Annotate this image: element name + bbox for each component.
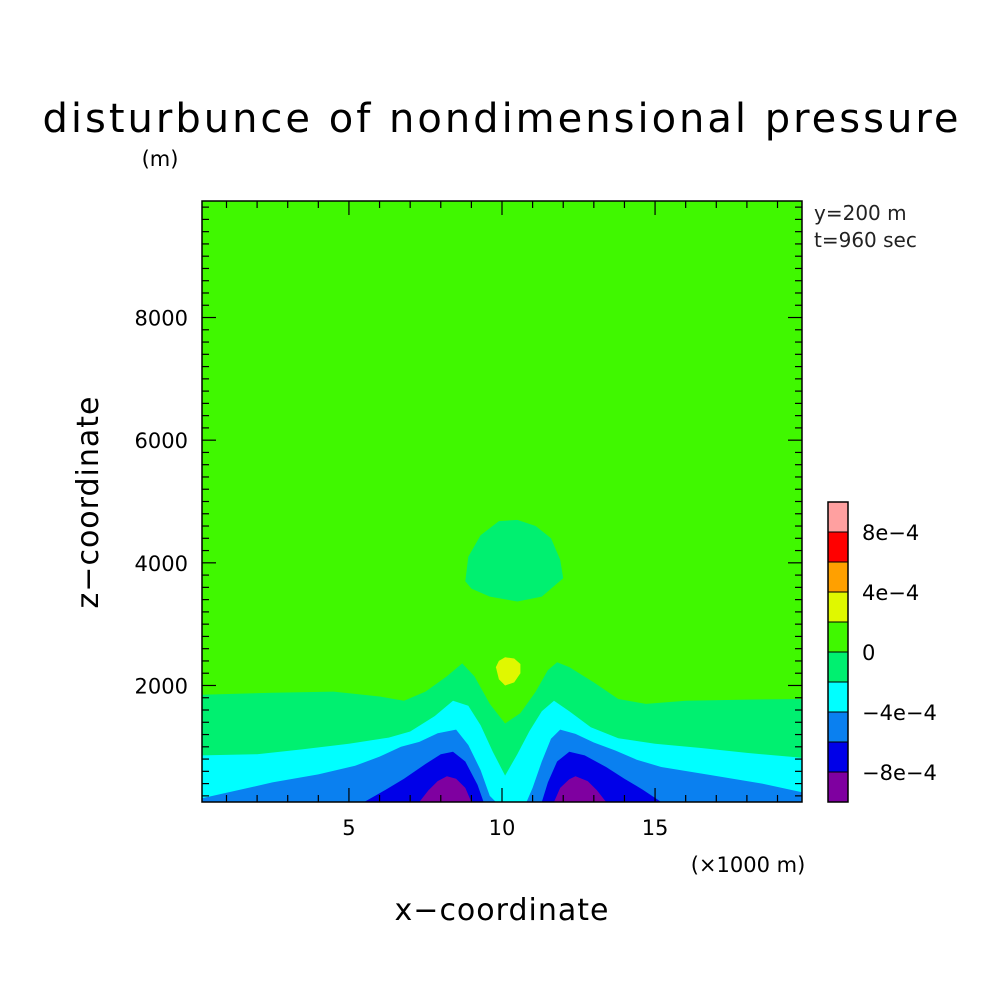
colorbar-tick-label: 4e−4 [862, 581, 919, 605]
y-tick-label: 4000 [135, 552, 188, 576]
x-axis-label: x−coordinate [395, 893, 610, 928]
y-axis-label: z−coordinate [71, 396, 106, 609]
colorbar-swatch [827, 681, 849, 713]
colorbar-swatch [827, 621, 849, 653]
annotation-time: t=960 sec [814, 228, 917, 252]
colorbar: −8e−4 −4e−4 0 4e−4 8e−4 [827, 501, 937, 803]
y-tick-label: 8000 [135, 307, 188, 331]
colorbar-swatch [827, 561, 849, 593]
colorbar-tick-label: −8e−4 [862, 761, 937, 785]
plot-axes: 5 10 15 2000 4000 6000 8000 [135, 200, 803, 840]
contour-region-band-minus4e-4-to-minus2e-4 [202, 729, 802, 802]
colorbar-swatch [827, 501, 849, 533]
chart-title: disturbunce of nondimensional pressure [43, 96, 962, 142]
annotation-y-position: y=200 m [814, 201, 907, 225]
colorbar-frame [827, 501, 849, 803]
x-tick-label: 10 [489, 816, 516, 840]
colorbar-tick-label: 0 [862, 641, 875, 665]
colorbar-swatch [827, 741, 849, 773]
colorbar-swatch [827, 651, 849, 683]
colorbar-tick-label: −4e−4 [862, 701, 937, 725]
x-tick-label: 15 [642, 816, 669, 840]
contour-region-blob-2e-4-to-4e-4 [495, 657, 521, 686]
x-tick-label: 5 [342, 816, 355, 840]
y-tick-label: 6000 [135, 429, 188, 453]
x-axis-unit: (×1000 m) [691, 853, 806, 877]
colorbar-swatch [827, 711, 849, 743]
colorbar-tick-label: 8e−4 [862, 521, 919, 545]
plot-area [202, 201, 802, 802]
y-tick-label: 2000 [135, 674, 188, 698]
colorbar-swatch [827, 531, 849, 563]
annotation-block: y=200 m t=960 sec [814, 201, 917, 252]
y-axis-unit: (m) [142, 147, 179, 171]
colorbar-swatch [827, 771, 849, 803]
colorbar-swatch [827, 591, 849, 623]
contour-region-dome-0-to-2e-4 [465, 519, 564, 602]
contour-region-band-below-minus6e-4 [419, 776, 607, 802]
